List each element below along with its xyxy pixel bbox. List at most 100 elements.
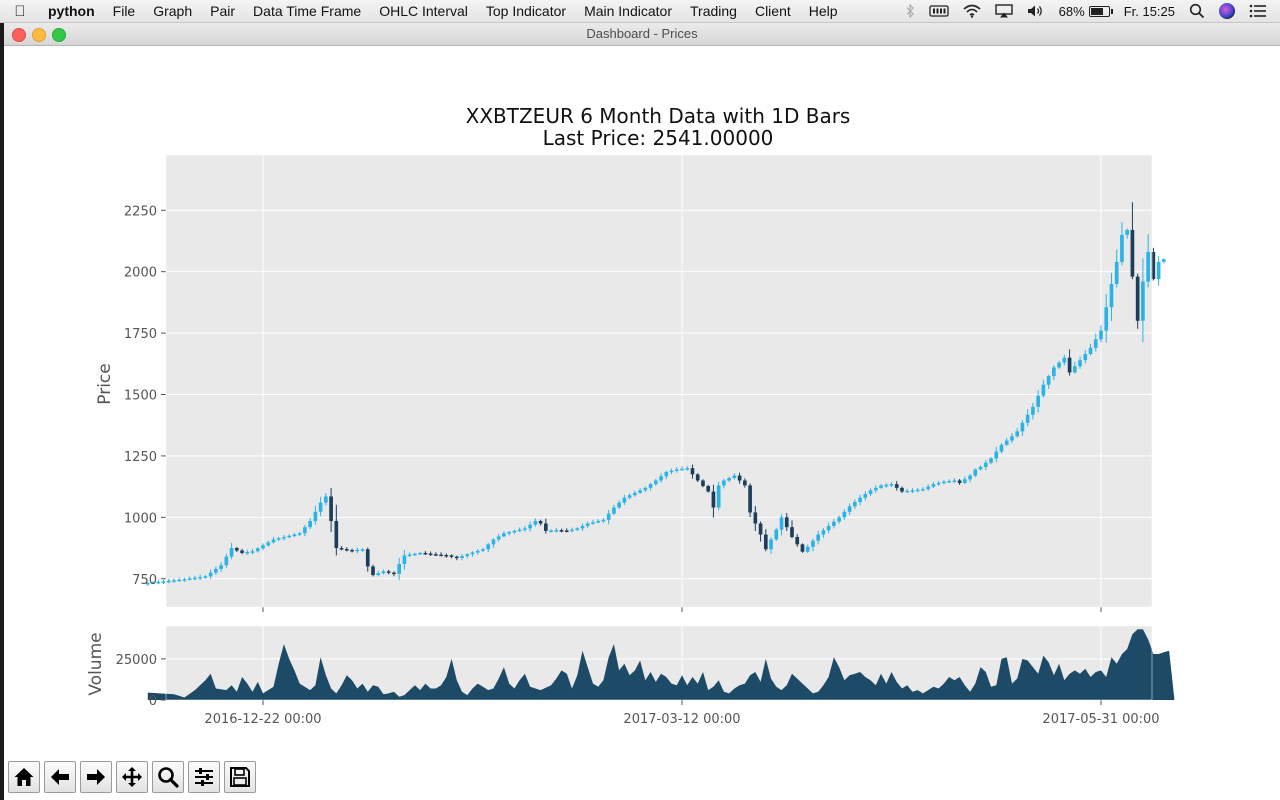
candle-body: [303, 527, 307, 534]
candle-body: [921, 489, 925, 491]
candle-body: [784, 517, 789, 528]
menu-file[interactable]: File: [112, 3, 136, 19]
candle-body: [716, 485, 721, 508]
candle-body: [847, 506, 852, 512]
candle-body: [428, 553, 433, 556]
candle-body: [926, 486, 930, 490]
candle-body: [1156, 261, 1161, 280]
candle-body: [1083, 353, 1088, 361]
airplay-icon[interactable]: [988, 4, 1020, 18]
candle-body: [1104, 307, 1109, 331]
window-titlebar: Dashboard - Prices: [4, 23, 1280, 46]
menu-pair[interactable]: Pair: [210, 3, 236, 19]
window-title: Dashboard - Prices: [586, 26, 698, 41]
candle-body: [722, 480, 726, 486]
menu-ohlc-interval[interactable]: OHLC Interval: [379, 3, 468, 19]
candle-body: [915, 489, 920, 492]
battery-status[interactable]: 68%: [1052, 4, 1117, 19]
candle-body: [627, 495, 632, 498]
candle-body: [543, 523, 548, 531]
candles: [145, 202, 1166, 587]
menu-top-indicator[interactable]: Top Indicator: [485, 3, 567, 19]
candle-body: [575, 528, 580, 530]
candle-body: [392, 572, 396, 575]
candle-body: [481, 549, 485, 551]
wifi-icon[interactable]: [956, 4, 988, 18]
candle-body: [779, 517, 784, 530]
apple-menu-icon[interactable]: : [0, 3, 40, 20]
floppy-disk-icon: [230, 767, 250, 787]
close-window-button[interactable]: [12, 28, 26, 42]
candle-body: [350, 550, 354, 552]
candle-body: [1099, 330, 1103, 340]
candle-body: [198, 577, 202, 579]
candle-body: [297, 533, 302, 535]
menu-main-indicator[interactable]: Main Indicator: [584, 3, 672, 19]
candle-body: [486, 544, 491, 550]
forward-button[interactable]: [80, 761, 112, 793]
candle-body: [177, 579, 182, 582]
volume-series: [147, 629, 1175, 700]
candle-body: [554, 530, 559, 532]
candle-body: [1141, 281, 1145, 321]
candle-body: [172, 580, 176, 582]
price-tick-label: 1750: [124, 327, 157, 342]
memory-icon[interactable]: [922, 4, 956, 18]
candle-body: [790, 527, 794, 537]
candle-body: [1114, 261, 1119, 284]
zoom-window-button[interactable]: [52, 28, 66, 42]
candle-body: [774, 529, 779, 540]
menu-data-time-frame[interactable]: Data Time Frame: [253, 3, 362, 19]
candle-body: [978, 466, 983, 470]
zoom-button[interactable]: [152, 761, 184, 793]
candle-body: [680, 468, 684, 471]
candle-body: [811, 540, 815, 547]
candle-body: [612, 507, 616, 514]
chart-canvas[interactable]: XXBTZEUR 6 Month Data with 1D Bars Last …: [4, 46, 1280, 756]
candle-body: [339, 548, 344, 550]
candle-body: [454, 556, 459, 559]
candle-body: [1031, 406, 1035, 415]
candle-body: [643, 487, 648, 491]
chart-title: XXBTZEUR 6 Month Data with 1D Bars: [466, 104, 851, 128]
spotlight-search-icon[interactable]: [1182, 3, 1212, 19]
menu-help[interactable]: Help: [808, 3, 838, 19]
candle-body: [266, 542, 271, 546]
candle-body: [1025, 414, 1030, 423]
menu-trading[interactable]: Trading: [690, 3, 737, 19]
candle-body: [502, 533, 506, 537]
notification-center-icon[interactable]: [1242, 4, 1274, 18]
menu-app-python[interactable]: python: [48, 3, 95, 19]
candle-body: [910, 490, 915, 492]
menu-bar:  python File Graph Pair Data Time Frame…: [0, 0, 1280, 23]
price-tick-label: 2250: [124, 204, 157, 219]
candle-body: [439, 554, 443, 557]
clock[interactable]: Fr. 15:25: [1123, 3, 1175, 19]
candle-body: [706, 486, 711, 492]
axes: 750 1000 1250 1500 1750 2000 2250 0 25000 2016-12…: [116, 154, 1160, 727]
price-tick-label: 1500: [124, 389, 157, 404]
candle-body: [999, 444, 1004, 452]
volume-icon[interactable]: [1020, 4, 1052, 18]
arrow-left-icon: [51, 769, 69, 785]
menu-graph[interactable]: Graph: [153, 3, 193, 19]
bluetooth-icon[interactable]: [898, 4, 922, 18]
siri-icon[interactable]: [1212, 3, 1242, 19]
candle-body: [763, 534, 768, 550]
candle-body: [989, 458, 993, 463]
candle-body: [475, 550, 480, 553]
candle-body: [292, 534, 297, 537]
save-button[interactable]: [224, 761, 256, 793]
candle-body: [538, 521, 543, 524]
candle-body: [596, 521, 601, 523]
back-button[interactable]: [44, 761, 76, 793]
pan-button[interactable]: [116, 761, 148, 793]
configure-subplots-button[interactable]: [188, 761, 220, 793]
volume-axis-label: Volume: [86, 632, 106, 695]
minimize-window-button[interactable]: [32, 28, 46, 42]
menu-client[interactable]: Client: [754, 3, 791, 19]
home-button[interactable]: [8, 761, 40, 793]
candle-body: [229, 548, 234, 557]
candle-body: [664, 471, 669, 477]
candle-body: [234, 548, 239, 551]
